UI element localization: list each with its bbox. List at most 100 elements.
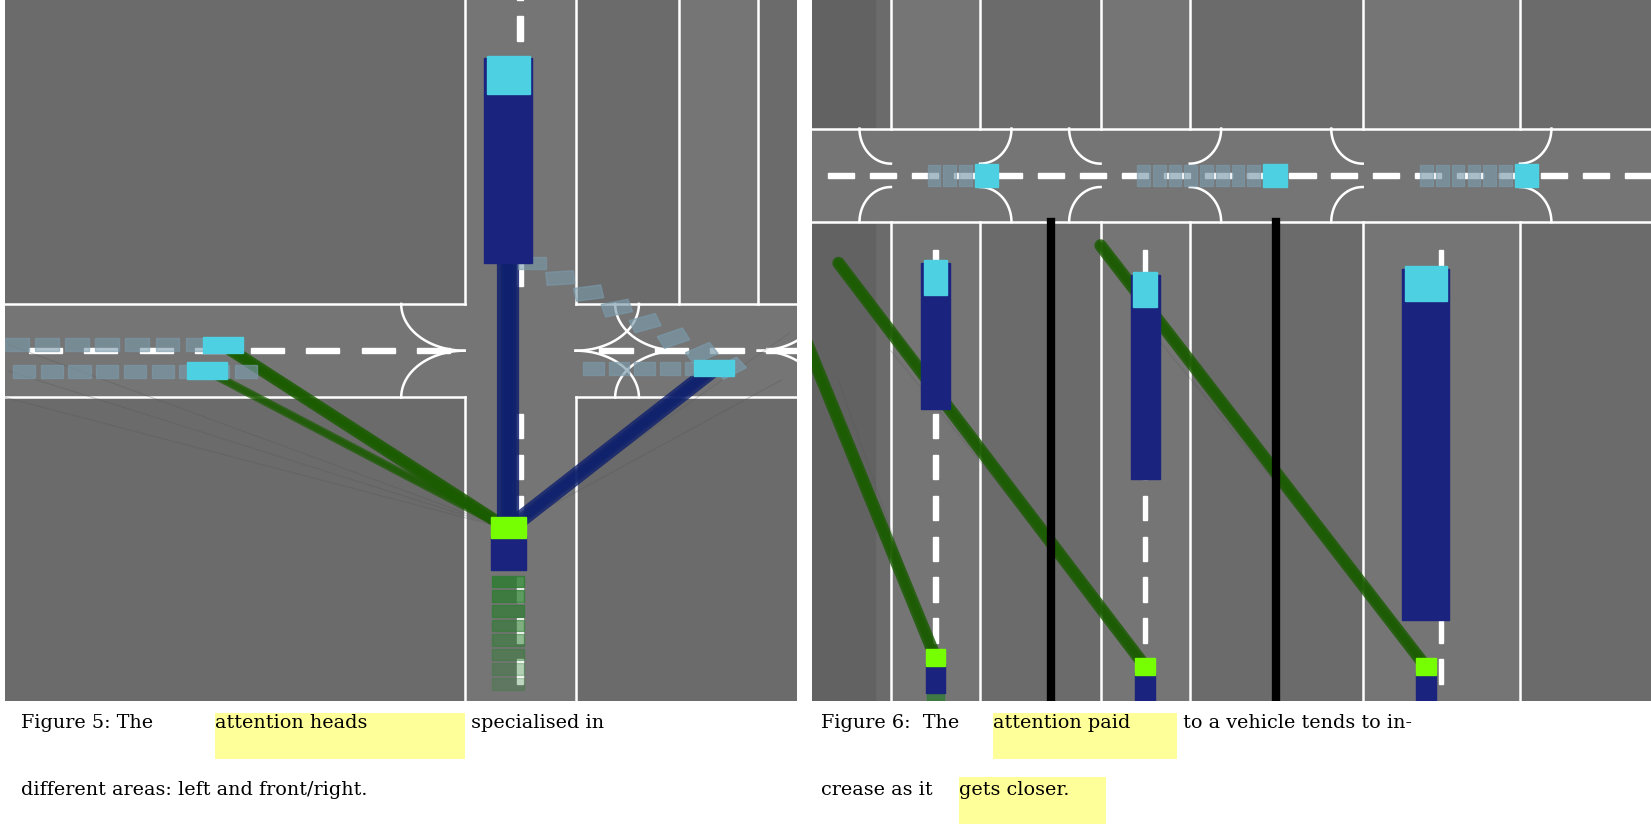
Bar [492, 649, 523, 661]
Bar [685, 343, 718, 364]
Bar [517, 496, 523, 520]
Bar [84, 349, 117, 353]
Bar [96, 339, 119, 351]
Bar [1440, 250, 1443, 275]
Bar [1540, 173, 1567, 178]
Bar [609, 362, 629, 374]
Bar [829, 173, 854, 178]
Bar [484, 58, 532, 263]
Bar [926, 716, 944, 727]
Bar [1440, 455, 1443, 479]
Bar [492, 619, 523, 632]
Bar [1121, 173, 1147, 178]
Bar [657, 328, 690, 349]
Bar [1440, 659, 1443, 684]
Bar [1142, 291, 1147, 315]
Bar [517, 17, 523, 41]
Bar [685, 362, 705, 374]
Bar [1248, 173, 1273, 178]
Bar [1184, 165, 1197, 186]
Bar [1215, 165, 1228, 186]
Bar [492, 590, 523, 602]
Bar [1405, 266, 1446, 301]
Bar [1142, 659, 1147, 684]
Bar [1169, 165, 1182, 186]
Bar [492, 678, 523, 690]
Bar [1136, 712, 1154, 723]
Bar [1440, 618, 1443, 643]
Bar [1440, 496, 1443, 520]
Bar [1133, 271, 1157, 307]
Bar [583, 362, 604, 374]
Bar [933, 291, 938, 315]
Bar [1415, 657, 1436, 675]
Bar [1164, 173, 1190, 178]
Bar [713, 357, 746, 379]
Bar [68, 364, 91, 378]
Text: gets closer.: gets closer. [959, 781, 1070, 799]
Bar [1136, 672, 1156, 701]
Bar [1232, 165, 1245, 186]
Bar [35, 339, 59, 351]
Bar [679, 0, 758, 398]
Bar [655, 349, 688, 353]
Bar [870, 173, 896, 178]
Bar [546, 271, 575, 286]
Bar [1136, 657, 1156, 675]
Bar [1248, 165, 1260, 186]
Bar [974, 164, 999, 187]
Bar [1362, 222, 1521, 701]
Bar [517, 139, 523, 164]
Bar [1136, 764, 1154, 774]
Bar [234, 364, 258, 378]
Bar [487, 56, 530, 94]
Bar [1440, 332, 1443, 357]
Bar [464, 0, 576, 701]
Bar [1205, 173, 1232, 178]
Bar [305, 349, 340, 353]
Bar [1101, 222, 1190, 701]
Bar [1136, 738, 1154, 749]
Bar [812, 0, 875, 701]
Bar [601, 300, 632, 317]
Bar [5, 304, 797, 398]
Bar [1440, 578, 1443, 602]
Bar [1331, 173, 1357, 178]
Bar [1142, 250, 1147, 275]
Bar [195, 349, 228, 353]
Bar [710, 349, 743, 353]
Bar [187, 362, 226, 379]
Bar [517, 221, 523, 246]
Bar [695, 360, 735, 376]
Bar [959, 777, 1106, 823]
Bar [1417, 700, 1435, 710]
Bar [923, 260, 948, 295]
Bar [892, 222, 981, 701]
Bar [1142, 332, 1147, 357]
Bar [1289, 173, 1316, 178]
Bar [140, 349, 173, 353]
Bar [892, 0, 981, 129]
Bar [1440, 291, 1443, 315]
Bar [152, 364, 173, 378]
Bar [1451, 165, 1464, 186]
Bar [926, 691, 944, 701]
Bar [96, 364, 119, 378]
Bar [215, 713, 464, 759]
Bar [1440, 414, 1443, 438]
Bar [933, 496, 938, 520]
Bar [921, 263, 949, 409]
Bar [1483, 165, 1496, 186]
Bar [1374, 173, 1400, 178]
Bar [1625, 173, 1651, 178]
Bar [1080, 173, 1106, 178]
Text: Figure 6:  The: Figure 6: The [821, 714, 966, 732]
Bar [1152, 165, 1166, 186]
Bar [1583, 173, 1610, 178]
Bar [155, 339, 180, 351]
Bar [933, 414, 938, 438]
Bar [933, 332, 938, 357]
Bar [1468, 165, 1479, 186]
Text: specialised in: specialised in [464, 714, 604, 732]
Bar [64, 339, 89, 351]
